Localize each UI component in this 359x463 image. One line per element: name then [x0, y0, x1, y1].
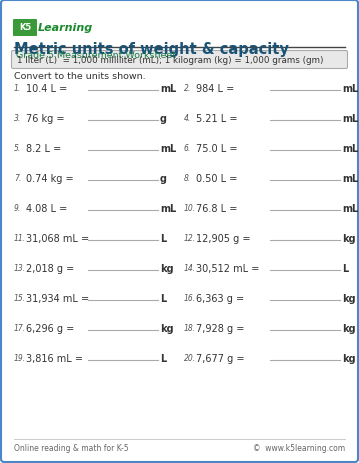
Text: 3.: 3.	[14, 114, 21, 123]
Text: L: L	[160, 294, 166, 303]
Text: 11.: 11.	[14, 233, 26, 243]
Text: 10.: 10.	[184, 204, 196, 213]
Text: Metric units of weight & capacity: Metric units of weight & capacity	[14, 42, 289, 57]
Text: kg: kg	[342, 353, 356, 363]
Text: K5: K5	[19, 24, 31, 32]
Text: 4.08 L =: 4.08 L =	[26, 204, 67, 213]
Text: 6,363 g =: 6,363 g =	[196, 294, 244, 303]
Text: mL: mL	[160, 204, 176, 213]
Text: kg: kg	[342, 233, 356, 244]
Text: L: L	[342, 263, 348, 274]
Text: kg: kg	[160, 323, 174, 333]
Text: mL: mL	[160, 84, 176, 94]
Text: 12.: 12.	[184, 233, 196, 243]
Text: 5.: 5.	[14, 144, 21, 153]
Text: 7,928 g =: 7,928 g =	[196, 323, 244, 333]
Text: 6,296 g =: 6,296 g =	[26, 323, 74, 333]
Text: 3,816 mL =: 3,816 mL =	[26, 353, 83, 363]
Text: mL: mL	[342, 84, 358, 94]
Text: 16.: 16.	[184, 294, 196, 302]
Text: 7,677 g =: 7,677 g =	[196, 353, 244, 363]
Text: Convert to the units shown.: Convert to the units shown.	[14, 72, 146, 81]
Text: 0.50 L =: 0.50 L =	[196, 174, 237, 184]
Text: mL: mL	[160, 144, 176, 154]
Text: 2,018 g =: 2,018 g =	[26, 263, 74, 274]
Text: mL: mL	[342, 114, 358, 124]
Text: 17.: 17.	[14, 323, 26, 332]
Text: kg: kg	[342, 294, 356, 303]
Text: 10.4 L =: 10.4 L =	[26, 84, 67, 94]
Text: mL: mL	[342, 174, 358, 184]
Text: L: L	[160, 233, 166, 244]
Text: 12,905 g =: 12,905 g =	[196, 233, 251, 244]
Text: 14.: 14.	[184, 263, 196, 272]
Text: 31,934 mL =: 31,934 mL =	[26, 294, 89, 303]
Text: kg: kg	[160, 263, 174, 274]
Text: 2.: 2.	[184, 84, 191, 93]
Text: 6.: 6.	[184, 144, 191, 153]
Text: mL: mL	[342, 144, 358, 154]
Text: 18.: 18.	[184, 323, 196, 332]
Text: 5.21 L =: 5.21 L =	[196, 114, 238, 124]
Text: 13.: 13.	[14, 263, 26, 272]
FancyBboxPatch shape	[11, 51, 348, 69]
Text: kg: kg	[342, 323, 356, 333]
Text: 0.74 kg =: 0.74 kg =	[26, 174, 74, 184]
Text: 76 kg =: 76 kg =	[26, 114, 65, 124]
Text: 984 L =: 984 L =	[196, 84, 234, 94]
Text: 8.: 8.	[184, 174, 191, 182]
Text: 9.: 9.	[14, 204, 21, 213]
FancyBboxPatch shape	[13, 20, 37, 37]
Text: ©  www.k5learning.com: © www.k5learning.com	[253, 443, 345, 452]
Text: 4.: 4.	[184, 114, 191, 123]
Text: 1 liter (L)  = 1,000 milliliter (mL); 1 kilogram (kg) = 1,000 grams (gm): 1 liter (L) = 1,000 milliliter (mL); 1 k…	[17, 56, 323, 65]
Text: 31,068 mL =: 31,068 mL =	[26, 233, 89, 244]
Text: 75.0 L =: 75.0 L =	[196, 144, 238, 154]
Text: 7.: 7.	[14, 174, 21, 182]
Text: 1.: 1.	[14, 84, 21, 93]
Text: 19.: 19.	[14, 353, 26, 362]
Text: Online reading & math for K-5: Online reading & math for K-5	[14, 443, 129, 452]
Text: mL: mL	[342, 204, 358, 213]
Text: g: g	[160, 114, 167, 124]
Text: 15.: 15.	[14, 294, 26, 302]
Text: g: g	[160, 174, 167, 184]
Text: 8.2 L =: 8.2 L =	[26, 144, 61, 154]
Text: Learning: Learning	[38, 23, 93, 33]
Text: Grade 5 Measurement Worksheet: Grade 5 Measurement Worksheet	[16, 51, 176, 60]
Text: L: L	[160, 353, 166, 363]
Text: 20.: 20.	[184, 353, 196, 362]
Text: 76.8 L =: 76.8 L =	[196, 204, 237, 213]
Text: 30,512 mL =: 30,512 mL =	[196, 263, 259, 274]
